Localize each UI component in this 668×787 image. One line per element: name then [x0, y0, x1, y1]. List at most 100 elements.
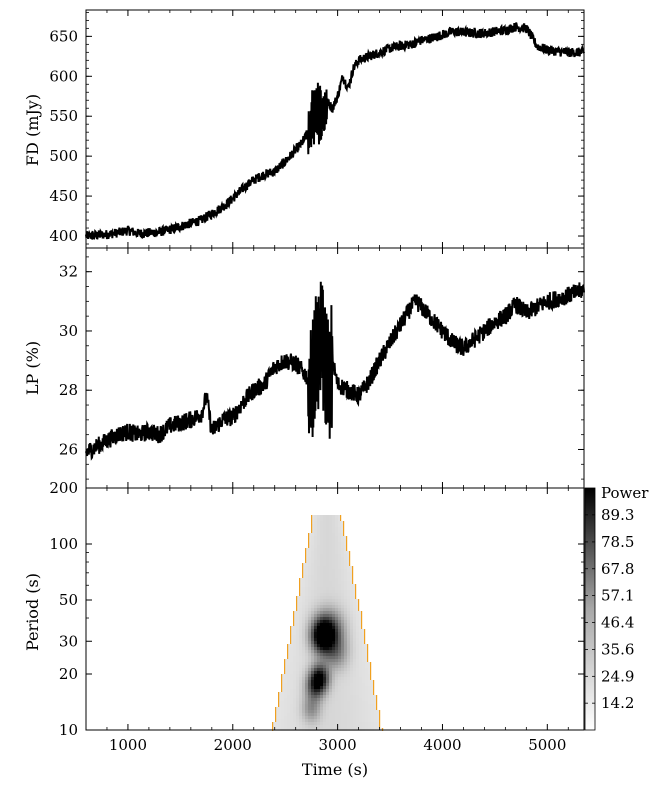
contour-edge	[311, 524, 313, 527]
power-cell	[368, 665, 371, 668]
power-cell	[314, 656, 317, 659]
power-cell	[320, 650, 323, 653]
power-cell	[293, 632, 296, 635]
power-cell	[302, 653, 305, 656]
power-cell	[299, 635, 302, 638]
power-cell	[341, 596, 344, 599]
power-cell	[311, 569, 314, 572]
power-cell	[347, 662, 350, 665]
power-cell	[302, 695, 305, 698]
power-cell	[347, 656, 350, 659]
power-cell	[350, 647, 353, 650]
power-cell	[350, 665, 353, 668]
power-cell	[335, 542, 338, 545]
power-cell	[341, 551, 344, 554]
contour-edge	[281, 677, 283, 680]
power-cell	[323, 659, 326, 662]
power-cell	[305, 629, 308, 632]
power-cell	[350, 590, 353, 593]
power-cell	[284, 659, 287, 662]
power-cell	[347, 671, 350, 674]
power-cell	[326, 536, 329, 539]
power-cell	[365, 710, 368, 713]
power-cell	[308, 662, 311, 665]
power-cell	[353, 635, 356, 638]
power-cell	[347, 710, 350, 713]
power-cell	[335, 521, 338, 524]
power-cell	[323, 617, 326, 620]
power-cell	[287, 719, 290, 722]
power-cell	[365, 725, 368, 728]
power-cell	[341, 656, 344, 659]
power-cell	[338, 716, 341, 719]
power-cell	[317, 539, 320, 542]
power-cell	[347, 629, 350, 632]
power-cell	[353, 689, 356, 692]
power-cell	[335, 713, 338, 716]
power-cell	[341, 542, 344, 545]
contour-edge	[346, 542, 348, 545]
power-cell	[350, 710, 353, 713]
power-cell	[299, 653, 302, 656]
power-cell	[350, 719, 353, 722]
power-cell	[347, 608, 350, 611]
power-cell	[323, 629, 326, 632]
power-cell	[290, 686, 293, 689]
power-cell	[317, 638, 320, 641]
power-cell	[287, 656, 290, 659]
contour-edge	[361, 611, 363, 614]
power-cell	[335, 686, 338, 689]
power-cell	[368, 686, 371, 689]
power-cell	[323, 686, 326, 689]
power-cell	[320, 608, 323, 611]
power-cell	[308, 671, 311, 674]
power-cell	[296, 629, 299, 632]
power-cell	[287, 668, 290, 671]
power-cell	[302, 632, 305, 635]
power-cell	[275, 716, 278, 719]
power-cell	[332, 632, 335, 635]
power-cell	[371, 704, 374, 707]
power-cell	[290, 695, 293, 698]
contour-edge	[367, 656, 369, 659]
power-cell	[311, 608, 314, 611]
power-cell	[362, 692, 365, 695]
power-cell	[350, 635, 353, 638]
power-cell	[338, 680, 341, 683]
power-cell	[365, 701, 368, 704]
power-cell	[320, 632, 323, 635]
power-cell	[356, 641, 359, 644]
power-cell	[338, 599, 341, 602]
power-cell	[335, 530, 338, 533]
power-cell	[305, 578, 308, 581]
power-cell	[335, 524, 338, 527]
power-cell	[311, 596, 314, 599]
power-cell	[317, 689, 320, 692]
power-cell	[344, 560, 347, 563]
power-cell	[290, 662, 293, 665]
power-cell	[338, 527, 341, 530]
power-cell	[275, 710, 278, 713]
power-cell	[308, 635, 311, 638]
power-cell	[347, 557, 350, 560]
y-axis-label: Period (s)	[23, 573, 42, 651]
power-cell	[320, 635, 323, 638]
power-cell	[359, 704, 362, 707]
power-cell	[368, 713, 371, 716]
contour-edge	[278, 692, 280, 695]
power-cell	[326, 635, 329, 638]
power-cell	[305, 623, 308, 626]
power-cell	[299, 689, 302, 692]
contour-edge	[281, 686, 283, 689]
power-cell	[344, 644, 347, 647]
power-cell	[314, 605, 317, 608]
power-cell	[344, 716, 347, 719]
power-cell	[320, 695, 323, 698]
power-cell	[302, 680, 305, 683]
power-cell	[350, 713, 353, 716]
power-cell	[368, 698, 371, 701]
power-cell	[287, 677, 290, 680]
power-cell	[368, 695, 371, 698]
power-cell	[314, 635, 317, 638]
power-cell	[347, 575, 350, 578]
